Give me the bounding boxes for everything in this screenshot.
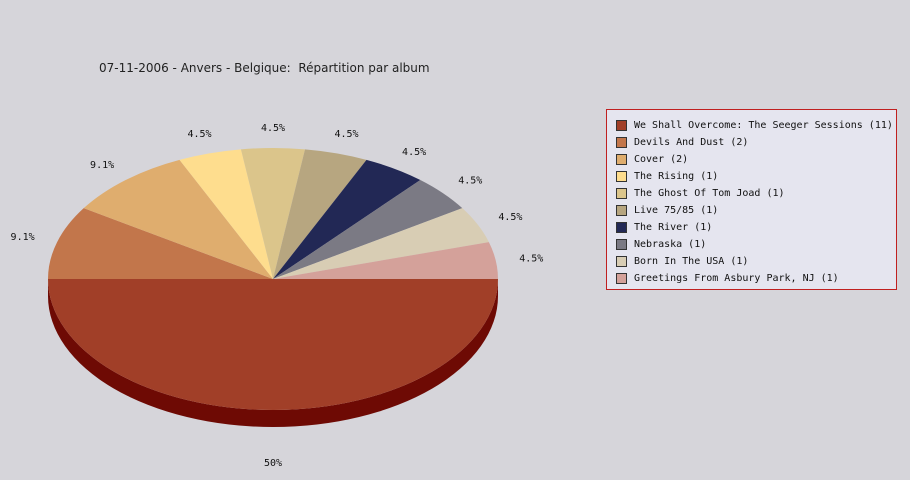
legend-item: Cover (2) xyxy=(616,151,896,168)
legend-swatch xyxy=(616,222,627,233)
legend-swatch xyxy=(616,137,627,148)
legend-swatch xyxy=(616,120,627,131)
legend-item: Live 75/85 (1) xyxy=(616,202,896,219)
pie-slice xyxy=(273,179,463,279)
legend-label: The Rising (1) xyxy=(634,171,719,182)
legend-swatch xyxy=(616,171,627,182)
pie-slice xyxy=(83,159,273,279)
legend-item: Nebraska (1) xyxy=(616,236,896,253)
legend-label: Greetings From Asbury Park, NJ (1) xyxy=(634,273,839,284)
pie-slice xyxy=(240,148,306,279)
legend-label: Born In The USA (1) xyxy=(634,256,749,267)
legend-label: Live 75/85 (1) xyxy=(634,205,719,216)
legend-item: Greetings From Asbury Park, NJ (1) xyxy=(616,270,896,287)
legend-label: Devils And Dust (2) xyxy=(634,137,749,148)
legend-swatch xyxy=(616,154,627,165)
legend-label: The River (1) xyxy=(634,222,713,233)
legend-item: The River (1) xyxy=(616,219,896,236)
pie-slice xyxy=(273,208,489,279)
chart-title: 07-11-2006 - Anvers - Belgique: Répartit… xyxy=(99,61,430,75)
legend-swatch xyxy=(616,273,627,284)
slice-percent-label: 4.5% xyxy=(402,147,426,158)
pie-slice xyxy=(273,242,498,279)
pie-labels-layer: 50% 9.1% 9.1% 4.5% 4.5% 4.5% 4.5% 4.5% 4.5% 4.5% xyxy=(11,123,544,469)
legend-item: Devils And Dust (2) xyxy=(616,134,896,151)
slice-percent-label: 9.1% xyxy=(90,160,114,171)
slice-percent-label: 4.5% xyxy=(261,123,285,134)
slice-percent-label: 4.5% xyxy=(498,212,522,223)
legend-label: Cover (2) xyxy=(634,154,689,165)
pie-slice xyxy=(273,159,421,279)
legend-label: Nebraska (1) xyxy=(634,239,707,250)
legend-item: We Shall Overcome: The Seeger Sessions (… xyxy=(616,117,896,134)
slice-percent-label: 4.5% xyxy=(458,176,482,187)
slice-percent-label: 4.5% xyxy=(334,129,358,140)
legend-label: The Ghost Of Tom Joad (1) xyxy=(634,188,785,199)
pie-slice xyxy=(179,149,273,279)
legend-swatch xyxy=(616,239,627,250)
legend: We Shall Overcome: The Seeger Sessions (… xyxy=(606,109,897,290)
pie-slice xyxy=(48,208,273,279)
slice-percent-label: 4.5% xyxy=(187,129,211,140)
pie-slices-layer xyxy=(48,148,498,410)
legend-label: We Shall Overcome: The Seeger Sessions (… xyxy=(634,120,893,131)
legend-item: The Ghost Of Tom Joad (1) xyxy=(616,185,896,202)
slice-percent-label: 4.5% xyxy=(519,253,543,264)
legend-item: Born In The USA (1) xyxy=(616,253,896,270)
pie-slice xyxy=(48,279,498,410)
legend-swatch xyxy=(616,256,627,267)
legend-swatch xyxy=(616,188,627,199)
legend-swatch xyxy=(616,205,627,216)
slice-percent-label: 9.1% xyxy=(11,232,35,243)
legend-item: The Rising (1) xyxy=(616,168,896,185)
slice-percent-label: 50% xyxy=(264,458,282,469)
pie-slice xyxy=(273,149,367,279)
